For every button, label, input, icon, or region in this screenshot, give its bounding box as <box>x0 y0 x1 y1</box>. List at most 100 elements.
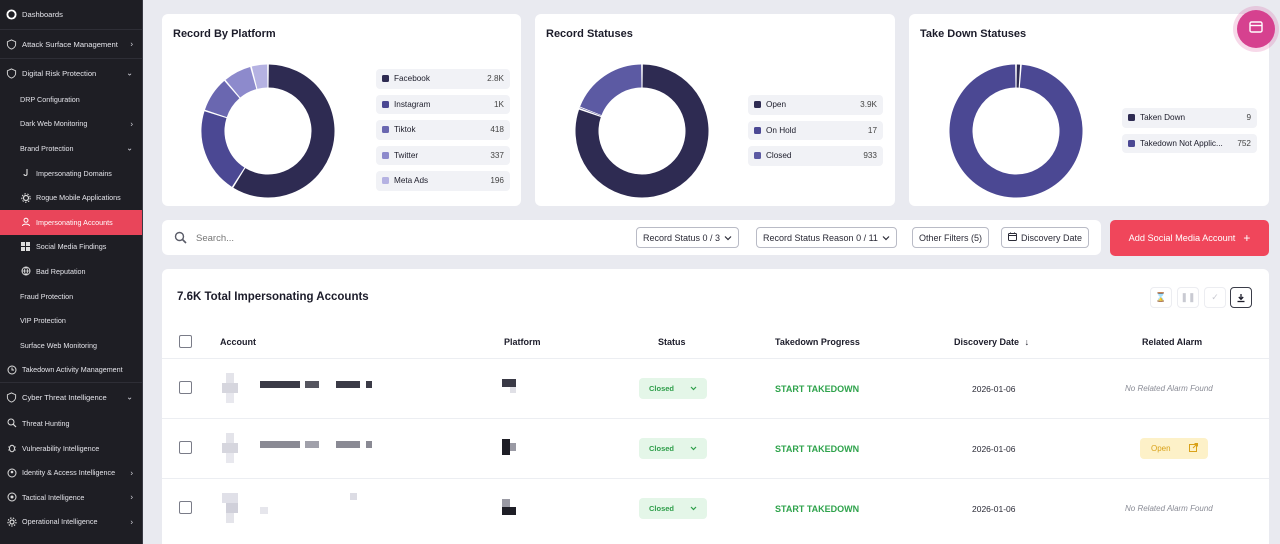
table-row[interactable]: Closed START TAKEDOWN 2026-01-06 No Rela… <box>162 358 1269 418</box>
sidebar-item-operational[interactable]: Operational Intelligence › <box>0 510 142 535</box>
sidebar-item-rogue-mobile[interactable]: Rogue Mobile Applications <box>0 185 142 210</box>
chevron-right-icon: › <box>130 492 133 502</box>
download-icon[interactable] <box>1230 287 1252 308</box>
pause-icon[interactable]: ❚❚ <box>1177 287 1199 308</box>
column-header-platform[interactable]: Platform <box>504 337 541 347</box>
legend-swatch <box>754 152 761 160</box>
sidebar-item-label: Identity & Access Intelligence <box>22 468 116 478</box>
floating-action-button[interactable] <box>1237 10 1275 48</box>
legend-item-meta-ads[interactable]: Meta Ads 196 <box>376 171 510 191</box>
legend-item-tiktok[interactable]: Tiktok 418 <box>376 120 510 140</box>
legend-swatch <box>382 151 389 159</box>
sidebar-item-brand-protection[interactable]: Brand Protection ⌄ <box>0 136 142 161</box>
status-dropdown[interactable]: Closed <box>639 498 707 519</box>
legend-item-taken-down[interactable]: Taken Down 9 <box>1122 108 1257 128</box>
search-icon <box>174 231 187 249</box>
sidebar-item-cti[interactable]: Cyber Threat Intelligence ⌄ <box>0 382 142 411</box>
donut-slice-tiktok[interactable] <box>204 80 240 118</box>
sidebar-item-fraud-protection[interactable]: Fraud Protection <box>0 284 142 309</box>
select-all-checkbox[interactable] <box>179 335 192 348</box>
legend-label: Closed <box>766 151 792 161</box>
column-header-takedown-progress[interactable]: Takedown Progress <box>775 337 860 347</box>
discovery-date: 2026-01-06 <box>972 504 1016 514</box>
status-dropdown[interactable]: Closed <box>639 378 707 399</box>
sidebar-item-label: Tactical Intelligence <box>22 492 85 502</box>
sidebar-item-drp-configuration[interactable]: DRP Configuration <box>0 87 142 112</box>
record-status-filter[interactable]: Record Status 0 / 3 <box>636 227 740 248</box>
cog-icon <box>6 516 17 527</box>
legend-item-facebook[interactable]: Facebook 2.8K <box>376 69 510 89</box>
sidebar-item-vip-protection[interactable]: VIP Protection <box>0 308 142 333</box>
donut-slice-instagram[interactable] <box>201 111 245 187</box>
row-checkbox[interactable] <box>179 381 192 394</box>
search-icon <box>6 418 17 429</box>
column-header-status[interactable]: Status <box>658 337 686 347</box>
sidebar-item-attack-surface[interactable]: Attack Surface Management › <box>0 29 142 58</box>
legend-item-open[interactable]: Open 3.9K <box>748 95 883 115</box>
sidebar-item-tactical[interactable]: Tactical Intelligence › <box>0 485 142 510</box>
legend-swatch <box>382 126 389 134</box>
donut-slice-twitter[interactable] <box>225 66 257 98</box>
status-dropdown[interactable]: Closed <box>639 438 707 459</box>
sidebar-item-takedown-activity[interactable]: Takedown Activity Management <box>0 358 142 383</box>
column-header-discovery-date[interactable]: Discovery Date ↓ <box>954 337 1029 347</box>
donut-slice-facebook[interactable] <box>233 64 335 198</box>
statuses-legend: Open 3.9K On Hold 17 Closed 933 <box>748 95 883 166</box>
sidebar-item-bad-reputation[interactable]: Bad Reputation <box>0 259 142 284</box>
sidebar-item-label: Operational Intelligence <box>22 517 98 527</box>
search-input[interactable] <box>196 229 556 247</box>
donut-slice-meta-ads[interactable] <box>251 64 268 89</box>
target-icon <box>6 492 17 503</box>
legend-item-takedown-not-applicable[interactable]: Takedown Not Applic... 752 <box>1122 133 1257 153</box>
row-checkbox[interactable] <box>179 441 192 454</box>
legend-item-instagram[interactable]: Instagram 1K <box>376 94 510 114</box>
column-header-related-alarm[interactable]: Related Alarm <box>1142 337 1203 347</box>
start-takedown-link[interactable]: START TAKEDOWN <box>775 444 860 454</box>
user-icon <box>20 217 31 228</box>
sidebar-item-impersonating-domains[interactable]: Impersonating Domains <box>0 161 142 186</box>
column-header-account[interactable]: Account <box>220 337 256 347</box>
filter-bar: Record Status 0 / 3 Record Status Reason… <box>162 220 1101 255</box>
filter-label: Discovery Date <box>1021 232 1083 243</box>
legend-label: On Hold <box>766 125 797 135</box>
filter-label: Other Filters <box>919 232 969 243</box>
start-takedown-link[interactable]: START TAKEDOWN <box>775 504 860 514</box>
sidebar-item-drp[interactable]: Digital Risk Protection ⌄ <box>0 58 142 87</box>
platform-icon-redacted <box>502 499 518 515</box>
record-status-reason-filter[interactable]: Record Status Reason 0 / 11 <box>756 227 897 248</box>
donut-slice-takedown-not-applic-[interactable] <box>949 64 1083 198</box>
table-row[interactable]: Closed START TAKEDOWN 2026-01-06 No Rela… <box>162 478 1269 538</box>
sidebar-item-label: Threat Hunting <box>22 418 70 428</box>
other-filters-button[interactable]: Other Filters (5) <box>912 227 990 248</box>
check-icon[interactable]: ✓ <box>1204 287 1226 308</box>
sidebar-item-identity-access[interactable]: Identity & Access Intelligence › <box>0 460 142 485</box>
takedown-donut-chart <box>949 64 1083 198</box>
sidebar-item-surface-web[interactable]: Surface Web Monitoring <box>0 333 142 358</box>
row-checkbox[interactable] <box>179 501 192 514</box>
sidebar-item-dark-web[interactable]: Dark Web Monitoring › <box>0 112 142 137</box>
sidebar-item-social-media-findings[interactable]: Social Media Findings <box>0 235 142 260</box>
legend-label: Twitter <box>394 150 419 160</box>
card-title: Take Down Statuses <box>920 28 1027 40</box>
legend-item-twitter[interactable]: Twitter 337 <box>376 145 510 165</box>
legend-swatch <box>754 126 761 134</box>
status-label: Closed <box>649 504 675 513</box>
sidebar-item-impersonating-accounts[interactable]: Impersonating Accounts <box>0 209 142 235</box>
add-social-media-account-button[interactable]: Add Social Media Account + <box>1110 220 1269 256</box>
discovery-date: 2026-01-06 <box>972 384 1016 394</box>
chevron-down-icon: ⌄ <box>126 68 133 78</box>
donut-slice-open[interactable] <box>575 64 709 198</box>
legend-item-on-hold[interactable]: On Hold 17 <box>748 120 883 140</box>
hourglass-icon[interactable]: ⌛ <box>1150 287 1172 308</box>
account-name-redacted <box>260 381 380 389</box>
legend-item-closed[interactable]: Closed 933 <box>748 146 883 166</box>
table-row[interactable]: Closed START TAKEDOWN 2026-01-06 Open <box>162 418 1269 478</box>
discovery-date-filter[interactable]: Discovery Date <box>1001 227 1090 248</box>
related-alarm-open-badge[interactable]: Open <box>1140 438 1208 459</box>
start-takedown-link[interactable]: START TAKEDOWN <box>775 384 860 394</box>
sidebar-item-threat-hunting[interactable]: Threat Hunting <box>0 411 142 436</box>
sidebar-item-vulnerability[interactable]: Vulnerability Intelligence <box>0 436 142 461</box>
donut-slice-closed[interactable] <box>580 64 643 116</box>
sidebar-item-dashboards[interactable]: Dashboards <box>0 0 142 29</box>
account-name-redacted <box>260 493 380 517</box>
